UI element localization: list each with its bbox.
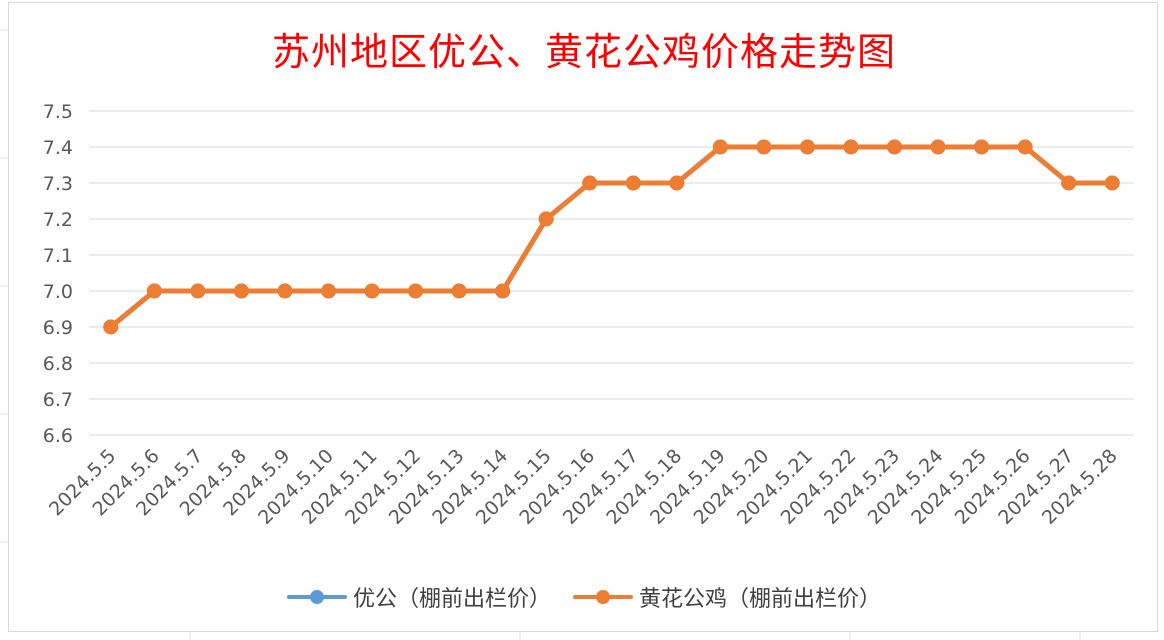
series-lines: [103, 139, 1120, 335]
data-point-s1-18[interactable]: [887, 139, 903, 155]
gridlines: [89, 110, 1134, 436]
y-tick-label-3: 7.2: [43, 209, 73, 231]
series-line-0: [108, 144, 1115, 330]
y-tick-label-8: 6.7: [43, 389, 73, 411]
data-point-s1-20[interactable]: [974, 139, 990, 155]
series-line-1: [108, 144, 1115, 330]
data-point-s1-8[interactable]: [451, 283, 467, 299]
y-tick-label-2: 7.3: [43, 173, 73, 195]
chart-area[interactable]: 苏州地区优公、黄花公鸡价格走势图 7.5 7.4 7.3 7.2 7.1 7.0 6.9 6.…: [8, 2, 1158, 632]
y-tick-label-7: 6.8: [43, 353, 73, 375]
y-tick-label-6: 6.9: [43, 317, 73, 339]
data-point-s1-13[interactable]: [669, 175, 685, 191]
data-point-s1-12[interactable]: [625, 175, 641, 191]
data-point-s1-3[interactable]: [233, 283, 249, 299]
data-point-s1-6[interactable]: [364, 283, 380, 299]
data-point-s1-0[interactable]: [103, 319, 119, 335]
plot-area: 7.5 7.4 7.3 7.2 7.1 7.0 6.9 6.8 6.7 6.6 2024.5.52…: [43, 101, 1134, 529]
legend-swatch-series-1: [573, 590, 633, 604]
y-tick-label-4: 7.1: [43, 245, 73, 267]
y-tick-label-5: 7.0: [43, 281, 73, 303]
y-tick-label-1: 7.4: [43, 137, 73, 159]
legend-swatch-series-0: [286, 590, 347, 604]
data-point-s1-21[interactable]: [1017, 139, 1033, 155]
data-point-s1-16[interactable]: [799, 139, 815, 155]
data-point-s1-14[interactable]: [712, 139, 728, 155]
y-tick-label-9: 6.6: [43, 425, 73, 447]
legend-label-series-1: 黄花公鸡（棚前出栏价）: [639, 587, 882, 612]
y-tick-label-0: 7.5: [43, 101, 73, 123]
data-point-s1-22[interactable]: [1061, 175, 1077, 191]
legend: 优公（棚前出栏价） 黄花公鸡（棚前出栏价）: [9, 581, 1159, 613]
legend-item-series-0[interactable]: 优公（棚前出栏价）: [286, 581, 551, 613]
x-axis-ticks: 2024.5.52024.5.62024.5.72024.5.82024.5.9…: [45, 445, 1122, 529]
data-point-s1-7[interactable]: [408, 283, 424, 299]
data-point-s1-2[interactable]: [190, 283, 206, 299]
y-axis-ticks: 7.5 7.4 7.3 7.2 7.1 7.0 6.9 6.8 6.7 6.6: [43, 101, 73, 447]
data-point-s1-11[interactable]: [582, 175, 598, 191]
data-point-s1-9[interactable]: [495, 283, 511, 299]
legend-item-series-1[interactable]: 黄花公鸡（棚前出栏价）: [573, 581, 881, 613]
data-point-s1-1[interactable]: [146, 283, 162, 299]
data-point-s1-23[interactable]: [1104, 175, 1120, 191]
data-point-s1-17[interactable]: [843, 139, 859, 155]
chart-title: 苏州地区优公、黄花公鸡价格走势图: [271, 30, 896, 74]
data-point-s1-15[interactable]: [756, 139, 772, 155]
data-point-s1-19[interactable]: [930, 139, 946, 155]
legend-label-series-0: 优公（棚前出栏价）: [352, 587, 551, 612]
data-point-s1-5[interactable]: [320, 283, 336, 299]
data-point-s1-4[interactable]: [277, 283, 293, 299]
data-point-s1-10[interactable]: [538, 211, 554, 227]
